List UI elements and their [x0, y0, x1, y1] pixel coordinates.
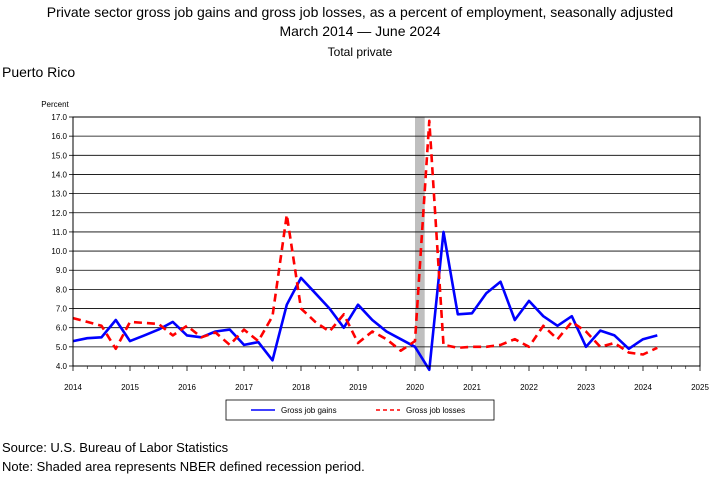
y-tick-label: 7.0	[56, 305, 68, 314]
legend: Gross job gains Gross job losses	[225, 399, 495, 421]
y-tick-label: 14.0	[51, 170, 67, 179]
x-tick-label: 2023	[577, 383, 595, 392]
recession-note: Note: Shaded area represents NBER define…	[2, 459, 365, 474]
y-tick-label: 8.0	[56, 285, 68, 294]
recession-shading	[415, 117, 425, 366]
y-tick-label: 4.0	[56, 362, 68, 371]
chart-subtitle-2: Total private	[327, 45, 393, 59]
series-line-gross-job-gains	[72, 230, 658, 372]
recession-band	[415, 117, 425, 366]
y-tick-label: 5.0	[56, 343, 68, 352]
legend-box	[225, 399, 495, 421]
legend-entry-gross-job-losses: Gross job losses	[406, 406, 465, 415]
source-note: Source: U.S. Bureau of Labor Statistics	[2, 440, 229, 455]
x-tick-label: 2016	[178, 383, 196, 392]
gridlines	[73, 116, 700, 367]
y-tick-label: 16.0	[51, 132, 67, 141]
x-tick-label: 2015	[121, 383, 139, 392]
x-tick-label: 2017	[235, 383, 253, 392]
x-tick-label: 2024	[634, 383, 652, 392]
x-tick-label: 2018	[292, 383, 310, 392]
x-axis-ticks: 2014 2015 2016 2017 2018 2019 2020 2021 2022 2023…	[64, 366, 709, 392]
x-tick-label: 2014	[64, 383, 82, 392]
x-tick-label: 2021	[463, 383, 481, 392]
y-tick-label: 9.0	[56, 266, 68, 275]
y-tick-label: 15.0	[51, 151, 67, 160]
y-tick-label: 11.0	[52, 228, 68, 237]
x-tick-label: 2019	[349, 383, 367, 392]
chart-subtitle: March 2014 — June 2024	[279, 23, 441, 39]
x-tick-label: 2025	[691, 383, 709, 392]
region-label: Puerto Rico	[2, 64, 76, 80]
series-lines	[72, 119, 658, 372]
x-tick-label: 2020	[406, 383, 424, 392]
chart-title: Private sector gross job gains and gross…	[46, 4, 674, 20]
y-tick-label: 12.0	[51, 209, 67, 218]
y-axis-label: Percent	[41, 100, 69, 109]
plot-frame	[72, 116, 701, 367]
y-tick-label: 10.0	[51, 247, 67, 256]
x-tick-label: 2022	[520, 383, 538, 392]
y-tick-label: 13.0	[51, 190, 67, 199]
series-line-gross-job-losses	[72, 119, 658, 356]
y-tick-label: 17.0	[51, 113, 67, 122]
y-tick-label: 6.0	[56, 324, 68, 333]
legend-entry-gross-job-gains: Gross job gains	[281, 406, 337, 415]
y-axis-ticks: 4.0 5.0 6.0 7.0 8.0 9.0 10.0 11.0 12.0 13.0 14.0 15…	[51, 113, 73, 371]
